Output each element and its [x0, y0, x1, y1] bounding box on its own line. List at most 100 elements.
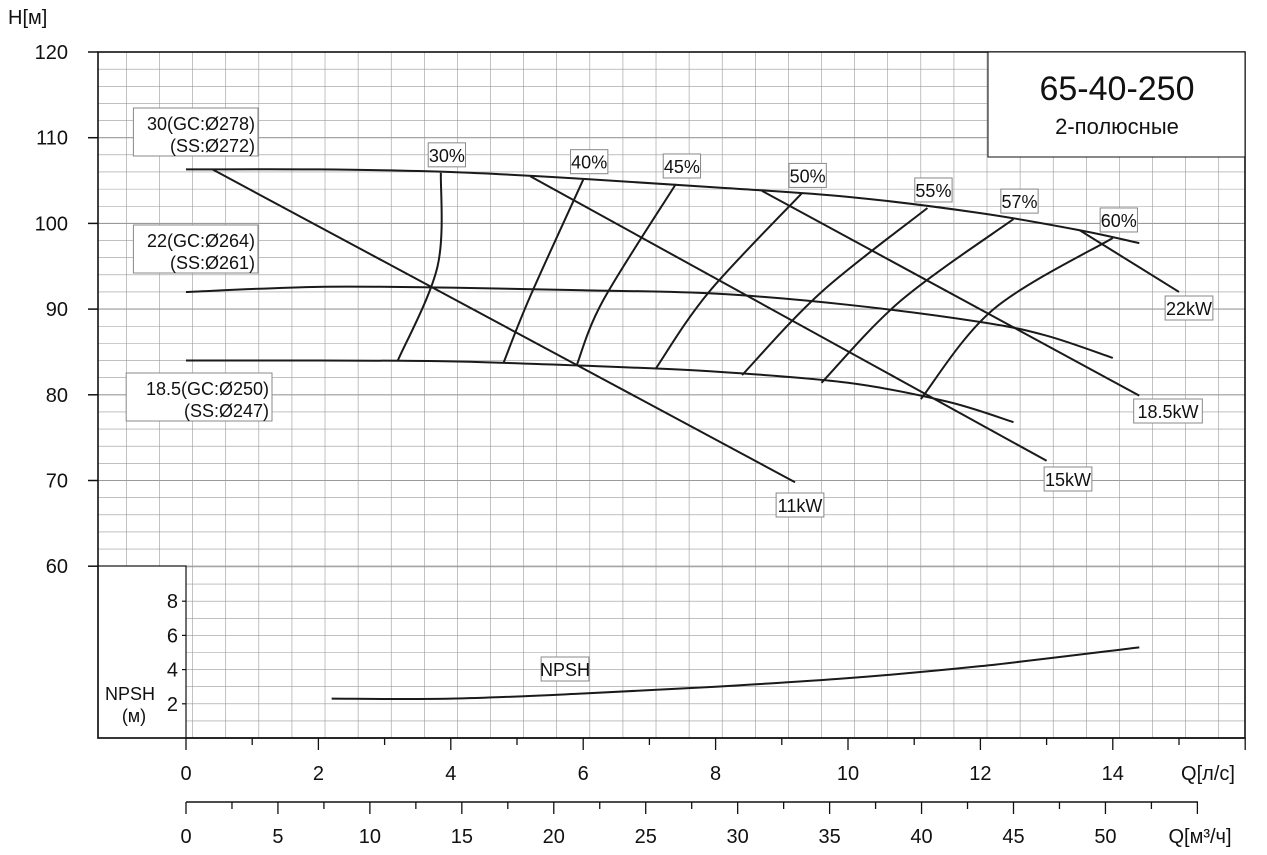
- efficiency-curve-1: [502, 179, 585, 363]
- npsh-curve-label: NPSH: [540, 656, 590, 682]
- npsh-tick-label: 8: [167, 591, 178, 613]
- chart-subtitle: 2-полюсные: [1055, 114, 1179, 139]
- power-line-2: [761, 189, 1140, 397]
- x2-tick-label: 10: [359, 826, 381, 848]
- efficiency-curve-4: [741, 207, 929, 376]
- npsh-axis-unit: (м): [122, 706, 146, 726]
- x2-tick-label: 20: [543, 826, 565, 848]
- power-label-18.5kW-box: [1133, 398, 1203, 424]
- x2-tick-label: 40: [910, 826, 932, 848]
- x2-tick-label: 35: [818, 826, 840, 848]
- y-tick-label: 110: [36, 128, 68, 150]
- power-label-15kW-box: [1043, 466, 1093, 492]
- power-line-0: [212, 168, 796, 484]
- y-tick-label: 60: [46, 556, 68, 578]
- impeller-label-name2: (SS:Ø272): [170, 136, 255, 156]
- chart-labels: 30(GC:Ø278)(SS:Ø272) 22(GC:Ø264)(SS:Ø261)…: [125, 107, 1214, 682]
- x-tick-label: 10: [837, 763, 859, 785]
- power-label-22kW-text: 22kW: [1166, 299, 1212, 319]
- efficiency-label-50%-text: 50%: [790, 166, 826, 186]
- impeller-label-1: 22(GC:Ø264)(SS:Ø261): [132, 224, 259, 274]
- efficiency-label-55%-text: 55%: [915, 181, 951, 201]
- efficiency-label-57%: 57%: [1000, 188, 1039, 214]
- efficiency-label-55%: 55%: [914, 177, 953, 203]
- x2-tick-label: 25: [635, 826, 657, 848]
- x2-tick-label: 50: [1094, 826, 1116, 848]
- impeller-label-0: 30(GC:Ø278)(SS:Ø272): [132, 107, 259, 157]
- impeller-label-name2: (SS:Ø261): [170, 253, 255, 273]
- npsh-axis-title: NPSH: [105, 684, 155, 704]
- efficiency-label-60%-text: 60%: [1101, 211, 1137, 231]
- efficiency-label-55%-box: [914, 177, 953, 203]
- y-tick-label: 70: [46, 471, 68, 493]
- chart-curves: [185, 168, 1180, 701]
- efficiency-label-60%: 60%: [1099, 207, 1138, 233]
- x-tick-label: 8: [710, 763, 721, 785]
- efficiency-label-40%-text: 40%: [571, 153, 607, 173]
- power-label-11kW-text: 11kW: [778, 496, 823, 516]
- efficiency-label-40%-box: [570, 149, 609, 175]
- x2-tick-label: 5: [272, 826, 283, 848]
- x2-tick-label: 0: [180, 826, 191, 848]
- efficiency-label-57%-box: [1000, 188, 1039, 214]
- title-box: 65-40-250 2-полюсные: [987, 51, 1246, 158]
- y-tick-label: 120: [35, 42, 68, 64]
- y-tick-label: 80: [46, 385, 68, 407]
- power-label-11kW-box: [775, 492, 825, 518]
- x-tick-label: 6: [578, 763, 589, 785]
- efficiency-label-45%-text: 45%: [664, 157, 700, 177]
- npsh-curve-label-box: [540, 656, 590, 682]
- chart-title: 65-40-250: [1039, 70, 1194, 108]
- efficiency-label-50%: 50%: [788, 162, 827, 188]
- npsh-curve: [331, 646, 1140, 701]
- impeller-label-box: [132, 107, 259, 157]
- x-tick-label: 14: [1102, 763, 1124, 785]
- x2-axis-title: Q[м³/ч]: [1168, 826, 1231, 848]
- x-axis-title: Q[л/с]: [1181, 763, 1235, 785]
- impeller-label-name: 30(GC:Ø278): [147, 114, 255, 134]
- x-tick-label: 2: [313, 763, 324, 785]
- efficiency-label-45%-box: [662, 153, 702, 179]
- chart-grid: [98, 51, 1245, 739]
- power-line-3: [1079, 229, 1180, 293]
- npsh-tick-label: 6: [167, 625, 178, 647]
- power-label-22kW: 22kW: [1164, 295, 1214, 321]
- npsh-curve-label-text: NPSH: [540, 660, 590, 680]
- y-tick-label: 90: [46, 299, 68, 321]
- x2-tick-label: 15: [451, 826, 473, 848]
- power-label-18.5kW: 18.5kW: [1133, 398, 1203, 424]
- power-label-15kW-text: 15kW: [1045, 470, 1091, 490]
- impeller-curve-2: [185, 359, 1014, 424]
- impeller-label-name: 22(GC:Ø264): [147, 231, 255, 251]
- efficiency-curve-5: [820, 218, 1015, 384]
- x-tick-label: 4: [445, 763, 456, 785]
- efficiency-curve-2: [575, 183, 677, 367]
- impeller-label-2: 18.5(GC:Ø250)(SS:Ø247): [125, 372, 273, 422]
- x-tick-label: 12: [969, 763, 991, 785]
- power-label-11kW: 11kW: [775, 492, 825, 518]
- efficiency-label-30%-text: 30%: [429, 146, 465, 166]
- efficiency-label-45%: 45%: [662, 153, 702, 179]
- power-line-1: [529, 175, 1048, 462]
- power-label-15kW: 15kW: [1043, 466, 1093, 492]
- npsh-tick-label: 2: [167, 694, 178, 716]
- power-label-22kW-box: [1164, 295, 1214, 321]
- y-tick-label: 100: [35, 213, 68, 235]
- efficiency-curve-3: [655, 192, 803, 369]
- x2-tick-label: 30: [727, 826, 749, 848]
- impeller-label-name: 18.5(GC:Ø250): [146, 379, 269, 399]
- efficiency-curve-0: [396, 172, 443, 361]
- impeller-label-box: [132, 224, 259, 274]
- impeller-curve-1: [185, 285, 1114, 359]
- impeller-curve-0: [185, 168, 1140, 245]
- npsh-axis-box: [97, 565, 187, 739]
- npsh-tick-label: 4: [167, 660, 178, 682]
- efficiency-label-50%-box: [788, 162, 827, 188]
- efficiency-label-60%-box: [1099, 207, 1138, 233]
- efficiency-label-40%: 40%: [570, 149, 609, 175]
- efficiency-curve-6: [920, 237, 1114, 400]
- efficiency-label-30%: 30%: [427, 142, 467, 168]
- efficiency-label-30%-box: [427, 142, 467, 168]
